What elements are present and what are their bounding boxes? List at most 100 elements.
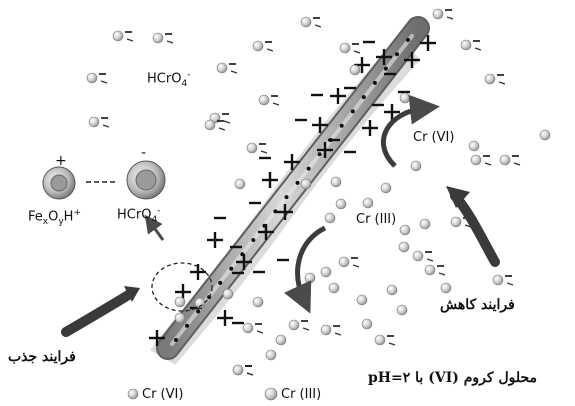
ion-sphere-icon: [396, 304, 408, 316]
rod-dot: [295, 180, 300, 185]
plus-sign-icon: [317, 142, 333, 158]
rod-dot-pattern: [174, 38, 410, 342]
reduction-process-label: فرایند کاهش: [440, 297, 515, 313]
rod-dot: [383, 66, 388, 71]
reduction-curve-arrow-lower-icon: [284, 225, 327, 314]
ion-tail: [446, 16, 454, 20]
ion-tail: [100, 80, 108, 84]
legend-cr-iii-label: Cr (III): [281, 387, 322, 402]
ion-sphere-icon: [468, 140, 480, 152]
rod-dot: [339, 123, 344, 128]
ion-sphere-icon: [386, 284, 398, 296]
ion-sphere-icon: [410, 160, 422, 172]
chromate-ion-icon: [126, 160, 166, 200]
ion-tail: [506, 282, 514, 286]
ion-tail: [438, 272, 446, 276]
plus-sign-icon: [217, 310, 233, 326]
plus-sign-icon: [404, 52, 420, 68]
ion-sphere-icon: [356, 294, 368, 306]
ion-tail: [352, 264, 360, 268]
plus-sign-icon: [207, 232, 223, 248]
plus-sign-icon: [149, 330, 165, 346]
ion-sphere-icon: [152, 32, 164, 44]
ion-tail: [513, 162, 521, 166]
cr-vi-right-label: Cr (VI): [413, 130, 455, 145]
reduction-curve-arrow-icon: [381, 94, 440, 168]
ion-sphere-icon: [242, 322, 254, 334]
ion-tail: [353, 50, 361, 54]
ion-sphere-icon: [339, 42, 351, 54]
ion-tail: [256, 330, 264, 334]
rod-dot: [372, 80, 377, 85]
ion-sphere-icon: [300, 16, 312, 28]
ion-sphere-icon: [398, 241, 410, 253]
ion-sphere-icon: [460, 39, 472, 51]
complex-arrow-icon: [144, 214, 165, 241]
ion-tail: [166, 40, 174, 44]
ion-tail: [102, 124, 110, 128]
ion-tail: [223, 120, 231, 124]
solution-caption: محلول کروم (VI) با pH=۲: [368, 370, 538, 386]
ion-sphere-icon: [265, 349, 277, 361]
plus-sign-icon: [258, 224, 274, 240]
ion-tail: [334, 332, 342, 336]
ion-sphere-icon: [246, 142, 258, 154]
rod-dot: [350, 109, 355, 114]
ion-sphere-icon: [432, 8, 444, 20]
legend-cr-iii-icon: [264, 387, 278, 401]
plus-sign-icon: [284, 154, 300, 170]
rod-dot: [196, 309, 201, 314]
ion-tail: [126, 38, 134, 42]
plus-sign-icon: [384, 104, 400, 120]
ion-sphere-icon: [419, 218, 431, 230]
plus-sign-icon: [262, 172, 278, 188]
ion-tail: [484, 162, 492, 166]
plus-sign-icon: [277, 204, 293, 220]
ion-tail: [426, 258, 434, 262]
ion-sphere-icon: [174, 312, 186, 324]
rod-dot: [361, 95, 366, 100]
ion-sphere-icon: [412, 250, 424, 262]
ion-sphere-icon: [320, 266, 332, 278]
ion-sphere-icon: [338, 256, 350, 268]
iron-complex-label: FexOyH+: [28, 208, 81, 227]
rod-dot: [218, 280, 223, 285]
rod-dot: [251, 238, 256, 242]
surface-charges: [149, 35, 436, 346]
ion-sphere-icon: [88, 116, 100, 128]
legend-cr-vi-icon: [127, 388, 139, 400]
plus-sign-icon: [362, 120, 378, 136]
ion-sphere-icon: [112, 30, 124, 42]
ion-sphere-icon: [300, 178, 312, 190]
plus-sign-icon: [236, 254, 252, 270]
ion-sphere-icon: [539, 129, 551, 141]
adsorption-process-label: فرایند جذب: [8, 349, 76, 365]
ion-sphere-icon: [304, 272, 316, 284]
rod-dot: [229, 266, 234, 271]
rod-dot: [395, 52, 399, 57]
ion-tail: [246, 372, 254, 376]
ion-tail: [272, 102, 280, 106]
ion-tail: [266, 48, 274, 52]
ion-sphere-icon: [258, 94, 270, 106]
ion-sphere-icon: [232, 364, 244, 376]
hcro4-left-label: HCrO4-: [117, 206, 161, 225]
ion-sphere-icon: [222, 288, 234, 300]
iron-complex-icon: [42, 166, 76, 200]
ion-tail: [314, 24, 322, 28]
adsorbent-rod: [156, 16, 430, 360]
ion-sphere-icon: [252, 40, 264, 52]
cr-iii-right-label: Cr (III): [356, 212, 397, 227]
ion-sphere-icon: [216, 62, 228, 74]
ion-sphere-icon: [374, 334, 386, 346]
ion-sphere-icon: [335, 198, 347, 210]
ion-sphere-icon: [330, 176, 342, 188]
ion-sphere-icon: [499, 154, 511, 166]
scattered-ions: [86, 8, 551, 376]
ion-sphere-icon: [174, 296, 186, 308]
ion-sphere-icon: [324, 212, 336, 224]
ion-sphere-icon: [86, 72, 98, 84]
ion-sphere-icon: [484, 73, 496, 85]
plus-sign-icon: [420, 35, 436, 51]
